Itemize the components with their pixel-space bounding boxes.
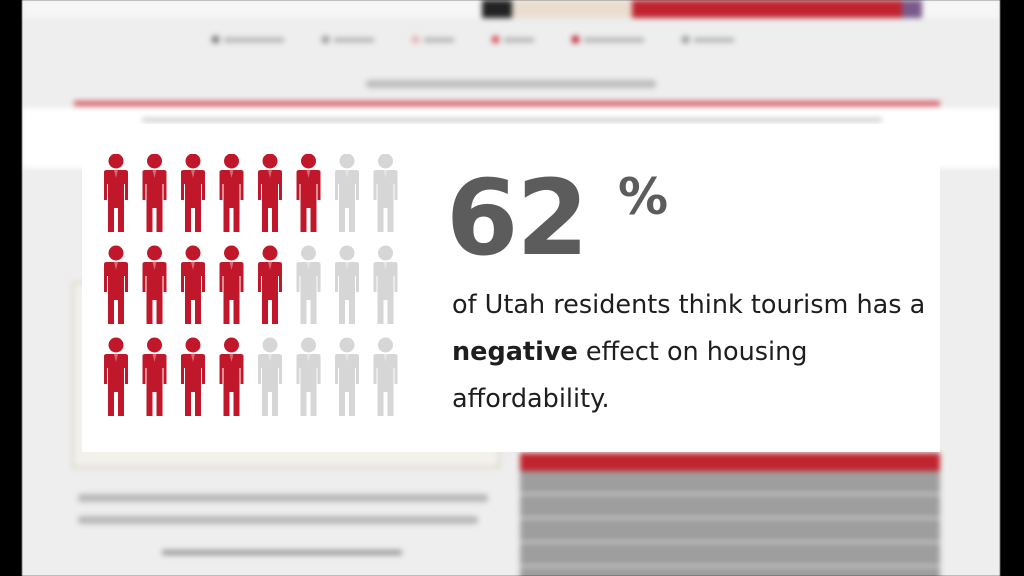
person-icon-filled xyxy=(258,154,282,232)
person-icon-empty xyxy=(373,245,398,324)
person-icon-empty xyxy=(335,154,359,232)
legend-item xyxy=(682,36,734,43)
person-icon-filled xyxy=(104,154,128,232)
person-icon-filled xyxy=(258,245,282,324)
stat-value: 62 xyxy=(446,157,589,279)
person-icon-empty xyxy=(373,337,398,416)
quote-attribution-blurred xyxy=(162,548,402,557)
person-icon-filled xyxy=(142,245,167,324)
legend-row xyxy=(212,36,734,43)
description-tail: effect on housing affordability. xyxy=(452,337,808,414)
percent-sign: % xyxy=(618,168,669,226)
person-icon-filled xyxy=(142,337,167,416)
description-emphasis: negative xyxy=(452,337,578,367)
legend-item xyxy=(412,36,454,43)
person-icon-filled xyxy=(219,154,244,232)
person-icon-empty xyxy=(258,337,282,416)
person-icon-filled xyxy=(219,245,244,324)
person-icon-filled xyxy=(219,337,244,416)
person-icon-empty xyxy=(296,245,321,324)
table-body xyxy=(520,471,940,576)
stat-description: of Utah residents think tourism has a ne… xyxy=(452,282,932,423)
top-strip xyxy=(22,0,1000,18)
legend-item xyxy=(322,36,374,43)
person-icon-empty xyxy=(373,154,398,232)
legend-item xyxy=(212,36,284,43)
person-icon-filled xyxy=(104,245,128,324)
subtitle-line-blurred xyxy=(142,118,882,122)
person-icon-filled xyxy=(181,154,205,232)
person-icon-filled xyxy=(104,337,128,416)
person-icon-empty xyxy=(335,245,359,324)
table-row xyxy=(520,543,940,567)
section-rule xyxy=(74,101,940,106)
description-lead: of Utah residents think tourism has a xyxy=(452,290,926,320)
person-icon-empty xyxy=(335,337,359,416)
table-row xyxy=(520,495,940,519)
section-heading-blurred xyxy=(22,76,1000,92)
person-icon-filled xyxy=(142,154,167,232)
legend-item xyxy=(492,36,534,43)
person-icon-filled xyxy=(181,245,205,324)
person-icon-empty xyxy=(296,337,321,416)
infographic-card: 62 % of Utah residents think tourism has… xyxy=(82,124,940,452)
person-icon-filled xyxy=(181,337,205,416)
person-icon-filled xyxy=(296,154,321,232)
people-icon-grid xyxy=(104,154,398,416)
table-row xyxy=(520,471,940,495)
table-row xyxy=(520,519,940,543)
quote-blurred xyxy=(78,486,498,524)
legend-item xyxy=(572,36,644,43)
table-header xyxy=(520,453,940,471)
